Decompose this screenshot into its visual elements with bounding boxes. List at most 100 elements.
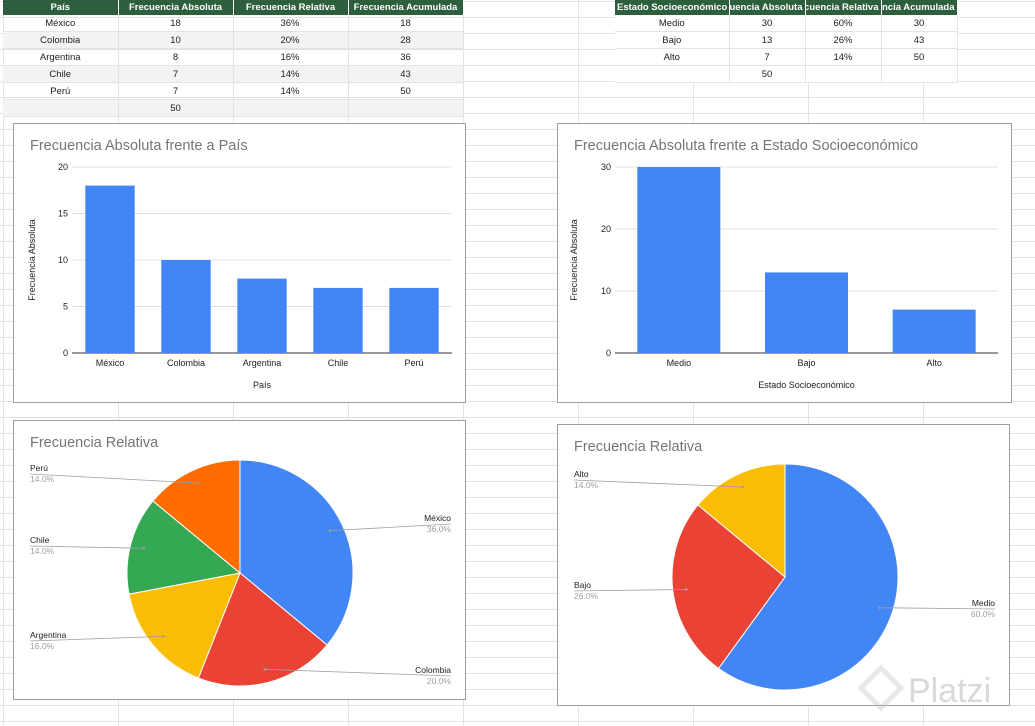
bar-chart-estado-svg: Frecuencia Absoluta frente a Estado Soci… — [569, 138, 998, 390]
bar — [161, 260, 211, 353]
y-tick-label: 10 — [601, 286, 611, 296]
cell[interactable]: 36% — [233, 15, 349, 32]
cell[interactable]: 36 — [348, 48, 464, 66]
x-tick-label: Alto — [926, 358, 942, 368]
table-row: Chile 7 14% 43 — [3, 65, 464, 83]
cell[interactable] — [233, 99, 349, 117]
cell[interactable]: Argentina — [3, 48, 119, 66]
table-row: Argentina 8 16% 36 — [3, 48, 464, 66]
slice-label: Bajo — [574, 580, 591, 590]
header-cell[interactable]: Frecuencia Relativa — [805, 0, 882, 15]
leader-line — [573, 479, 743, 488]
cell[interactable]: 7 — [729, 48, 806, 66]
cell[interactable]: México — [3, 15, 119, 32]
header-cell[interactable]: País — [3, 0, 119, 15]
leader-line — [329, 523, 452, 532]
total-cell[interactable]: 50 — [729, 65, 806, 83]
cell[interactable]: 43 — [881, 31, 958, 49]
y-tick-label: 0 — [63, 348, 68, 358]
pie-slice — [128, 572, 241, 679]
pie-slice — [152, 459, 241, 575]
leader-line — [264, 668, 452, 677]
cell[interactable]: 43 — [348, 65, 464, 83]
leader-line — [879, 607, 996, 610]
chart-title: Frecuencia Absoluta frente a País — [30, 138, 248, 154]
cell[interactable]: 30 — [881, 15, 958, 32]
bar-chart-estado[interactable]: Frecuencia Absoluta frente a Estado Soci… — [557, 123, 1012, 403]
y-tick-label: 20 — [58, 162, 68, 172]
cell[interactable]: 18 — [348, 15, 464, 32]
header-cell[interactable]: Frecuencia Absoluta — [729, 0, 806, 15]
pie-chart-estado[interactable]: Frecuencia Relativa Medio 60.0% Bajo 26.0% Al… — [557, 424, 1010, 706]
chart-title: Frecuencia Relativa — [574, 439, 703, 455]
y-axis-label: Frecuencia Absoluta — [27, 219, 37, 301]
total-cell[interactable]: 50 — [118, 99, 234, 117]
header-cell[interactable]: Frecuencia Acumulada — [881, 0, 958, 15]
bar — [237, 278, 287, 353]
cell[interactable]: 7 — [118, 82, 234, 100]
leader-dot — [741, 485, 744, 489]
table-pais: País Frecuencia Absoluta Frecuencia Rela… — [3, 0, 464, 117]
pie-slice — [239, 459, 354, 646]
y-tick-label: 30 — [601, 162, 611, 172]
cell[interactable]: Perú — [3, 82, 119, 100]
slice-label: México — [424, 513, 451, 523]
cell[interactable]: 20% — [233, 31, 349, 49]
cell[interactable]: 14% — [805, 48, 882, 66]
cell[interactable] — [348, 99, 464, 117]
header-cell[interactable]: Frecuencia Relativa — [233, 0, 349, 15]
slice-value-label: 60.0% — [971, 609, 996, 619]
header-cell[interactable]: Estado Socioeconómico — [615, 0, 730, 15]
platzi-logo-text: Platzi — [908, 672, 991, 710]
table-row: Medio 30 60% 30 — [615, 15, 958, 32]
cell[interactable]: 14% — [233, 82, 349, 100]
table-estado: Estado Socioeconómico Frecuencia Absolut… — [615, 0, 958, 83]
cell[interactable] — [3, 99, 119, 117]
cell[interactable]: 8 — [118, 48, 234, 66]
y-tick-label: 20 — [601, 224, 611, 234]
header-cell[interactable]: Frecuencia Acumulada — [348, 0, 464, 15]
table-total-row: 50 — [3, 99, 464, 117]
cell[interactable]: Alto — [615, 48, 730, 66]
cell[interactable]: 10 — [118, 31, 234, 49]
cell[interactable]: 7 — [118, 65, 234, 83]
cell[interactable]: 18 — [118, 15, 234, 32]
bar — [313, 287, 363, 353]
bar — [765, 272, 848, 353]
bar-chart-pais[interactable]: Frecuencia Absoluta frente a País 0 5 10 15 2… — [13, 123, 466, 403]
cell[interactable] — [881, 65, 958, 83]
slice-label: Argentina — [30, 630, 67, 640]
cell[interactable]: 30 — [729, 15, 806, 32]
cell[interactable]: Bajo — [615, 31, 730, 49]
x-tick-label: Medio — [667, 358, 692, 368]
slice-value-label: 16.0% — [30, 641, 55, 651]
slice-value-label: 14.0% — [574, 480, 599, 490]
cell[interactable]: 14% — [233, 65, 349, 83]
cell[interactable]: 13 — [729, 31, 806, 49]
table-row: Alto 7 14% 50 — [615, 48, 958, 66]
pie-slice — [697, 463, 786, 579]
platzi-logo-mark — [857, 664, 905, 712]
cell[interactable]: Chile — [3, 65, 119, 83]
leader-line — [573, 589, 687, 592]
cell[interactable]: 60% — [805, 15, 882, 32]
cell[interactable]: 50 — [348, 82, 464, 100]
x-tick-label: Chile — [328, 358, 349, 368]
y-tick-label: 10 — [58, 255, 68, 265]
cell[interactable]: 26% — [805, 31, 882, 49]
slice-value-label: 14.0% — [30, 546, 55, 556]
cell[interactable]: Colombia — [3, 31, 119, 49]
x-tick-label: Perú — [404, 358, 423, 368]
cell[interactable]: 50 — [881, 48, 958, 66]
x-axis-label: País — [253, 380, 272, 390]
cell[interactable] — [805, 65, 882, 83]
header-cell[interactable]: Frecuencia Absoluta — [118, 0, 234, 15]
pie-chart-pais[interactable]: Frecuencia Relativa México 36.0% Colombia 20… — [13, 420, 466, 700]
cell[interactable]: 28 — [348, 31, 464, 49]
slice-label: Chile — [30, 535, 50, 545]
cell[interactable] — [615, 65, 730, 83]
cell[interactable]: Medio — [615, 15, 730, 32]
cell[interactable]: 16% — [233, 48, 349, 66]
